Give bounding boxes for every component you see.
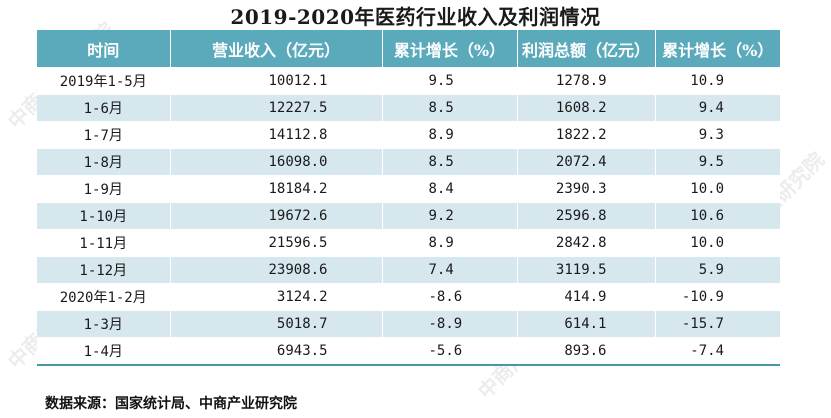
cell-revenue: 23908.6	[170, 256, 383, 284]
cell-revenue-growth: -8.6	[382, 283, 518, 311]
cell-time: 1-7月	[37, 121, 171, 149]
column-header-profit: 利润总额（亿元）	[517, 30, 656, 68]
cell-revenue-growth: 8.4	[382, 175, 518, 203]
cell-time: 1-9月	[37, 175, 171, 203]
cell-profit-growth: -10.9	[655, 283, 780, 311]
cell-profit: 1278.9	[517, 67, 656, 95]
cell-profit: 414.9	[517, 283, 656, 311]
table-row: 1-8月 16098.0 8.5 2072.4 9.5	[37, 148, 780, 176]
cell-revenue: 21596.5	[170, 229, 383, 257]
cell-profit-growth: 9.5	[655, 148, 780, 176]
cell-profit: 614.1	[517, 310, 656, 338]
cell-revenue: 5018.7	[170, 310, 383, 338]
column-header-revenue: 营业收入（亿元）	[170, 30, 383, 68]
table-row: 2019年1-5月 10012.1 9.5 1278.9 10.9	[37, 67, 780, 95]
table-row: 1-9月 18184.2 8.4 2390.3 10.0	[37, 175, 780, 203]
table-row: 1-6月 12227.5 8.5 1608.2 9.4	[37, 94, 780, 122]
cell-time: 1-6月	[37, 94, 171, 122]
cell-profit-growth: 9.4	[655, 94, 780, 122]
cell-time: 1-11月	[37, 229, 171, 257]
cell-time: 2020年1-2月	[37, 283, 171, 311]
cell-profit-growth: 10.0	[655, 175, 780, 203]
cell-revenue: 10012.1	[170, 67, 383, 95]
cell-profit: 2596.8	[517, 202, 656, 230]
cell-revenue-growth: 7.4	[382, 256, 518, 284]
column-header-profit-growth: 累计增长（%）	[655, 30, 780, 68]
cell-revenue: 6943.5	[170, 337, 383, 366]
cell-time: 1-4月	[37, 337, 171, 366]
cell-time: 1-8月	[37, 148, 171, 176]
cell-revenue: 14112.8	[170, 121, 383, 149]
cell-profit: 2072.4	[517, 148, 656, 176]
table-body: 2019年1-5月 10012.1 9.5 1278.9 10.9 1-6月 12227.5…	[37, 67, 780, 366]
table-row: 1-7月 14112.8 8.9 1822.2 9.3	[37, 121, 780, 149]
cell-revenue: 16098.0	[170, 148, 383, 176]
cell-revenue-growth: 9.5	[382, 67, 518, 95]
cell-profit-growth: 5.9	[655, 256, 780, 284]
data-table: 时间 营业收入（亿元） 累计增长（%） 利润总额（亿元） 累计增长（%） 201…	[37, 30, 780, 366]
cell-time: 1-10月	[37, 202, 171, 230]
cell-revenue: 12227.5	[170, 94, 383, 122]
cell-profit-growth: 9.3	[655, 121, 780, 149]
cell-profit: 3119.5	[517, 256, 656, 284]
cell-time: 1-3月	[37, 310, 171, 338]
cell-time: 1-12月	[37, 256, 171, 284]
cell-revenue-growth: 8.9	[382, 229, 518, 257]
cell-revenue-growth: 8.9	[382, 121, 518, 149]
column-header-revenue-growth: 累计增长（%）	[382, 30, 518, 68]
cell-revenue-growth: 8.5	[382, 148, 518, 176]
table-row: 2020年1-2月 3124.2 -8.6 414.9 -10.9	[37, 283, 780, 311]
cell-revenue: 19672.6	[170, 202, 383, 230]
cell-time: 2019年1-5月	[37, 67, 171, 95]
table-title: 2019-2020年医药行业收入及利润情况	[230, 5, 601, 29]
table-row: 1-11月 21596.5 8.9 2842.8 10.0	[37, 229, 780, 257]
data-source-note: 数据来源：国家统计局、中商产业研究院	[45, 396, 297, 412]
cell-profit: 1608.2	[517, 94, 656, 122]
header-row: 时间 营业收入（亿元） 累计增长（%） 利润总额（亿元） 累计增长（%）	[37, 30, 780, 68]
cell-profit: 2390.3	[517, 175, 656, 203]
table-row: 1-10月 19672.6 9.2 2596.8 10.6	[37, 202, 780, 230]
cell-profit-growth: -15.7	[655, 310, 780, 338]
cell-profit: 1822.2	[517, 121, 656, 149]
cell-profit: 2842.8	[517, 229, 656, 257]
cell-profit-growth: 10.6	[655, 202, 780, 230]
cell-revenue: 18184.2	[170, 175, 383, 203]
cell-revenue-growth: 8.5	[382, 94, 518, 122]
table-row: 1-12月 23908.6 7.4 3119.5 5.9	[37, 256, 780, 284]
column-header-time: 时间	[37, 30, 171, 68]
cell-revenue-growth: 9.2	[382, 202, 518, 230]
cell-profit-growth: 10.0	[655, 229, 780, 257]
table-row: 1-3月 5018.7 -8.9 614.1 -15.7	[37, 310, 780, 338]
cell-profit-growth: 10.9	[655, 67, 780, 95]
table-row: 1-4月 6943.5 -5.6 893.6 -7.4	[37, 337, 780, 366]
cell-revenue: 3124.2	[170, 283, 383, 311]
cell-profit-growth: -7.4	[655, 337, 780, 366]
cell-revenue-growth: -8.9	[382, 310, 518, 338]
cell-profit: 893.6	[517, 337, 656, 366]
cell-revenue-growth: -5.6	[382, 337, 518, 366]
